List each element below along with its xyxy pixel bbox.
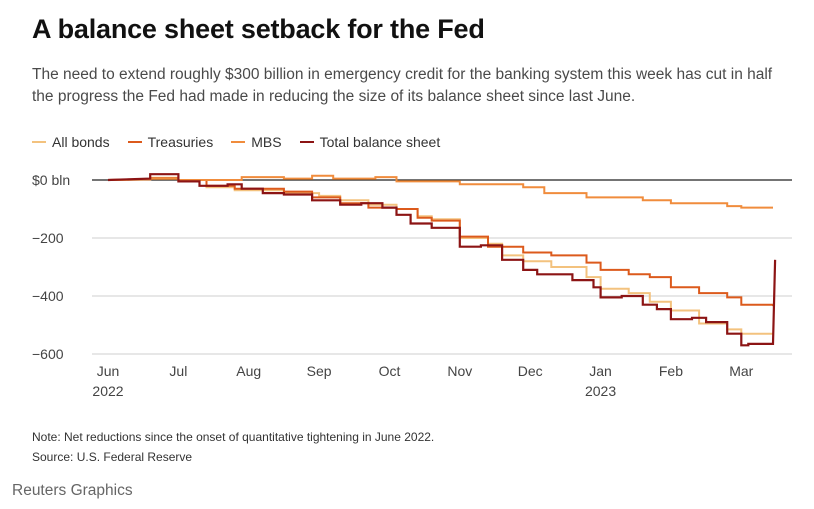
x-tick-label: Jul [169,363,187,379]
x-tick-label: Oct [379,363,401,379]
chart-title: A balance sheet setback for the Fed [32,14,485,44]
legend-swatch-mbs [231,141,246,143]
legend-item-all-bonds: All bonds [32,134,110,150]
note-text: Note: Net reductions since the onset of … [32,430,435,444]
x-tick-label: Sep [307,363,332,379]
y-tick-label: −600 [32,346,64,362]
x-tick-label: Dec [518,363,543,379]
series-line-all-bonds-line [107,176,773,335]
x-tick-label: Aug [236,363,261,379]
y-tick-label: $0 bln [32,172,70,188]
x-tick-label: Feb [659,363,683,379]
y-tick-label: −200 [32,230,64,246]
x-tick-year-label: 2022 [92,383,123,399]
line-chart: $0 bln −200 −400 −600 Jun 2022 Jul Aug Sep Oct Nov… [32,172,792,399]
legend-label-treasuries: Treasuries [147,134,214,150]
legend-label-all-bonds: All bonds [52,134,110,150]
legend-item-mbs: MBS [231,134,282,150]
legend-item-total: Total balance sheet [299,134,441,150]
chart-notes: Note: Net reductions since the onset of … [32,427,434,467]
x-tick-label: Mar [729,363,753,379]
series-line-total-balance-sheet-line [107,173,777,347]
series-line-mbs-line [107,174,773,209]
legend-label-total: Total balance sheet [319,134,441,150]
x-tick-label: Nov [447,363,472,379]
legend-label-mbs: MBS [251,134,282,150]
legend-swatch-all-bonds [32,141,46,143]
legend-item-treasuries: Treasuries [127,134,214,150]
x-tick-year-label: 2023 [585,383,616,399]
series-line-treasuries-line [107,177,774,307]
legend: All bonds Treasuries MBS Total balance s… [32,134,440,150]
chart-subtitle: The need to extend roughly $300 billion … [32,66,773,105]
x-tick-label: Jan [589,363,612,379]
source-text: Source: U.S. Federal Reserve [32,450,193,464]
legend-swatch-total [299,141,314,143]
y-tick-label: −400 [32,288,64,304]
x-tick-label: Jun [97,363,120,379]
brand-credit: Reuters Graphics [12,482,133,499]
legend-swatch-treasuries [127,141,142,143]
